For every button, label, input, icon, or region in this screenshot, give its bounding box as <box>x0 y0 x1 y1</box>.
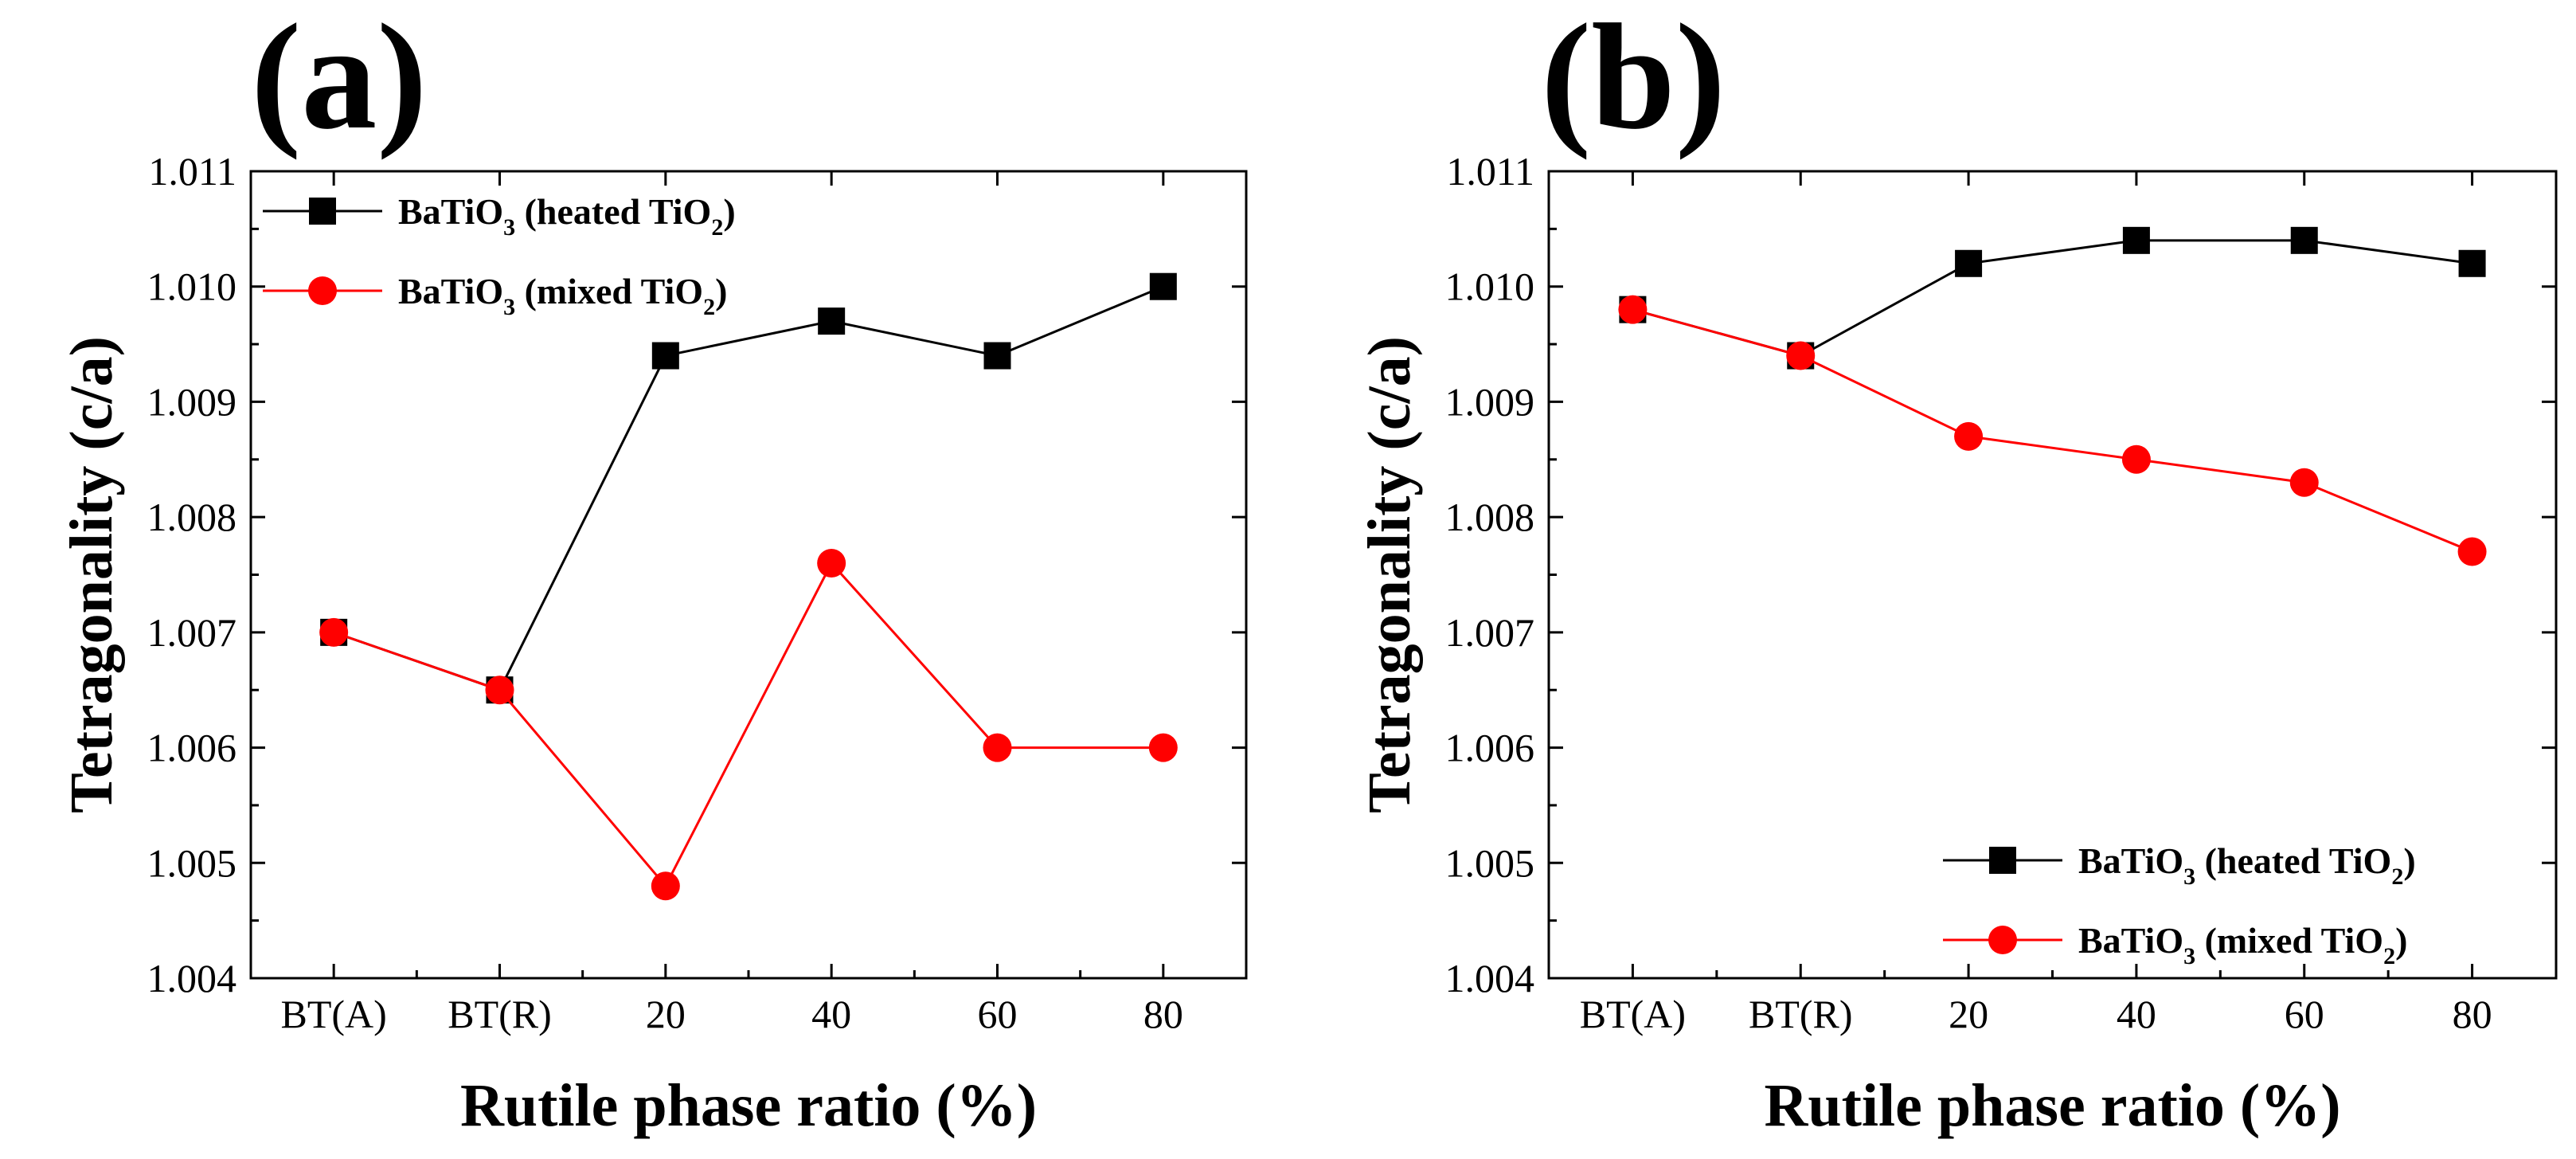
x-tick-label: BT(A) <box>281 992 387 1036</box>
x-tick-label: 60 <box>2285 992 2324 1036</box>
y-axis-label: Tetragonality (c/a) <box>58 336 125 813</box>
legend-label: BaTiO3 (heated TiO2) <box>2078 840 2416 890</box>
x-tick-label: 40 <box>811 992 851 1036</box>
series-line <box>333 285 1164 692</box>
x-tick-label: BT(A) <box>1580 992 1686 1036</box>
series-heated <box>320 272 1177 704</box>
data-point-circle <box>651 871 680 901</box>
legend-label: BaTiO3 (mixed TiO2) <box>2078 920 2407 969</box>
data-point-square <box>983 342 1011 370</box>
data-point-circle <box>1618 295 1648 324</box>
x-tick-label: 20 <box>646 992 686 1036</box>
y-tick-label: 1.008 <box>147 495 237 539</box>
y-tick-label: 1.007 <box>1445 610 1535 655</box>
y-tick-label: 1.008 <box>1445 495 1535 539</box>
data-point-circle <box>319 617 349 647</box>
x-tick-label: 20 <box>1949 992 1988 1036</box>
y-tick-label: 1.009 <box>1445 379 1535 424</box>
y-tick-label: 1.007 <box>147 610 237 655</box>
x-tick-label: 80 <box>1143 992 1183 1036</box>
x-axis-label: Rutile phase ratio (%) <box>1764 1072 2340 1139</box>
data-point-square <box>2290 226 2318 254</box>
y-tick-label: 1.011 <box>148 149 236 194</box>
data-point-square <box>818 307 846 335</box>
x-tick-label: 40 <box>2117 992 2156 1036</box>
data-point-circle <box>2289 468 2319 497</box>
y-tick-label: 1.006 <box>1445 726 1535 770</box>
series-heated <box>1619 226 2486 370</box>
y-tick-label: 1.005 <box>147 840 237 885</box>
data-point-circle <box>485 675 514 705</box>
y-tick-label: 1.004 <box>1445 956 1535 1000</box>
series-line <box>333 561 1163 888</box>
legend: BaTiO3 (heated TiO2) BaTiO3 (mixed TiO2) <box>263 191 736 320</box>
y-tick-label: 1.011 <box>1446 149 1534 194</box>
chart-panel-a: (a) 1.004 1.005 1.006 1.007 1.008 1.009 1.010 1.… <box>58 0 1248 1139</box>
series-mixed <box>1618 295 2487 566</box>
y-tick-label: 1.006 <box>147 726 237 770</box>
legend-label: BaTiO3 (mixed TiO2) <box>398 271 727 320</box>
data-point-circle <box>1786 341 1816 370</box>
data-point-square <box>2458 249 2486 277</box>
data-point-square <box>1149 272 1177 300</box>
legend-marker-square <box>1989 847 2016 874</box>
y-axis-label: Tetragonality (c/a) <box>1356 336 1423 813</box>
chart-panel-b: (b) 1.004 1.005 1.006 1.007 1.008 1.009 1.010 1.… <box>1356 0 2558 1139</box>
y-tick-label: 1.010 <box>1445 264 1535 309</box>
x-tick-label: BT(R) <box>448 992 552 1036</box>
data-point-square <box>1955 249 1983 277</box>
x-tick-label: BT(R) <box>1749 992 1853 1036</box>
legend-label: BaTiO3 (heated TiO2) <box>398 191 736 241</box>
legend: BaTiO3 (heated TiO2) BaTiO3 (mixed TiO2) <box>1943 840 2416 969</box>
y-tick-label: 1.010 <box>147 264 237 309</box>
series-line <box>1632 308 2473 553</box>
y-tick-label: 1.009 <box>147 379 237 424</box>
data-point-circle <box>1148 733 1178 762</box>
x-tick-label: 80 <box>2453 992 2492 1036</box>
data-point-circle <box>983 733 1012 762</box>
y-tick-label: 1.004 <box>147 956 237 1000</box>
data-point-square <box>651 342 679 370</box>
data-point-square <box>2122 226 2150 254</box>
legend-marker-circle <box>308 276 337 305</box>
legend-marker-circle <box>1988 926 2017 954</box>
data-point-circle <box>2457 537 2487 566</box>
data-point-circle <box>1954 421 1984 451</box>
x-tick-label: 60 <box>978 992 1018 1036</box>
data-point-circle <box>817 549 846 578</box>
x-axis-label: Rutile phase ratio (%) <box>460 1072 1037 1139</box>
legend-marker-square <box>309 198 336 225</box>
panel-label: (b) <box>1541 0 1726 161</box>
series-mixed <box>319 549 1178 901</box>
series-line <box>1632 239 2472 358</box>
y-tick-label: 1.005 <box>1445 840 1535 885</box>
panel-label: (a) <box>251 0 428 161</box>
data-point-circle <box>2121 444 2151 474</box>
